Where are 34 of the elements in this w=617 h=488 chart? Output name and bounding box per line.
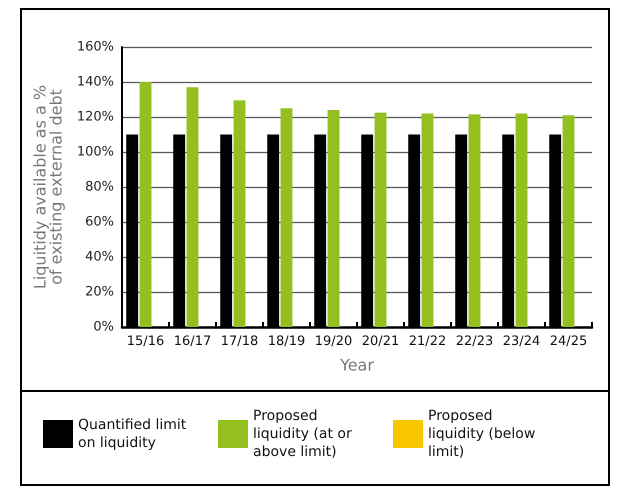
legend-label: Quantified limit on liquidity	[78, 417, 191, 451]
x-tick-label: 24/25	[550, 334, 588, 349]
x-tick-label: 22/23	[456, 334, 494, 349]
x-tick-label: 19/20	[314, 334, 352, 349]
y-tick-label: 0%	[93, 320, 114, 334]
y-tick-label: 60%	[85, 214, 114, 230]
bar	[422, 114, 434, 327]
bar	[140, 82, 152, 327]
x-axis-title: Year	[339, 356, 374, 374]
legend-label: Proposed liquidity (at or above limit)	[253, 408, 356, 460]
bar	[328, 110, 340, 327]
y-tick-label: 20%	[85, 284, 114, 300]
y-axis-title: Liquitidy available as a % of existing external debt	[30, 84, 66, 290]
x-tick-label: 17/18	[220, 334, 258, 349]
legend-label: Proposed liquidity (below limit)	[428, 408, 540, 460]
x-tick-label: 20/21	[362, 334, 400, 349]
x-tick-label: 21/22	[408, 334, 446, 349]
x-tick-label: 16/17	[174, 334, 212, 349]
bar	[516, 114, 528, 327]
y-tick-label: 40%	[85, 250, 114, 264]
bar	[374, 112, 386, 327]
x-tick-label: 15/16	[126, 334, 164, 349]
x-tick-label: 18/19	[268, 334, 306, 349]
x-tick-label: 23/24	[502, 334, 540, 349]
bar	[280, 108, 292, 327]
bar	[234, 100, 246, 327]
y-tick-label: 140%	[76, 74, 114, 90]
bar	[186, 87, 198, 327]
y-tick-label: 80%	[85, 180, 114, 194]
y-tick-label: 160%	[76, 40, 114, 54]
y-tick-label: 120%	[76, 110, 114, 124]
bar	[562, 115, 574, 327]
bar	[468, 114, 480, 327]
y-tick-label: 100%	[76, 144, 114, 160]
